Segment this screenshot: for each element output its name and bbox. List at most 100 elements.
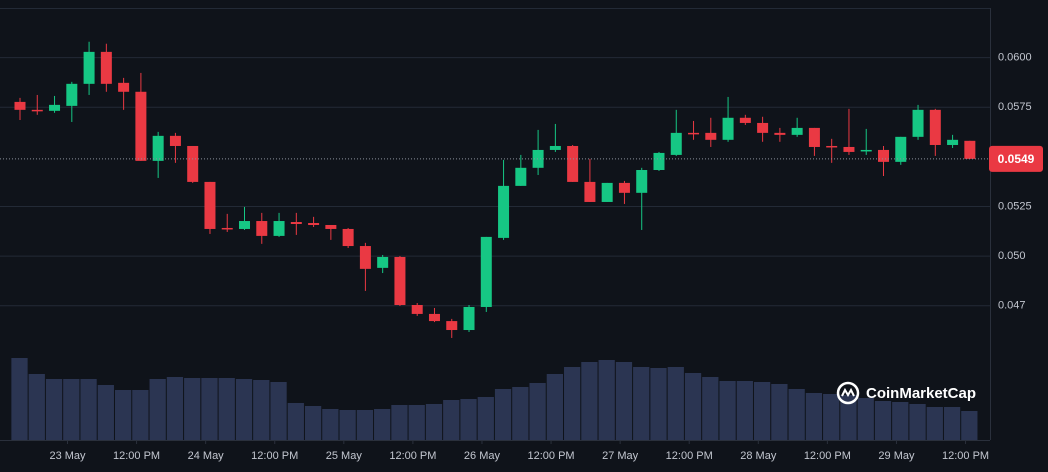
volume-bar bbox=[736, 381, 753, 440]
volume-bar bbox=[391, 405, 408, 440]
x-tick-label: 12:00 PM bbox=[942, 450, 989, 462]
candle-body bbox=[152, 135, 164, 161]
candle-body bbox=[843, 146, 855, 152]
candle-body bbox=[204, 181, 216, 229]
volume-bar bbox=[322, 409, 339, 440]
volume-bar bbox=[477, 397, 494, 440]
candle-body bbox=[325, 224, 337, 229]
candle-body bbox=[463, 306, 475, 331]
volume-bar bbox=[633, 367, 650, 440]
candle-body bbox=[688, 132, 700, 135]
volume-bar bbox=[840, 395, 857, 440]
volume-bar bbox=[874, 401, 892, 440]
candle-body bbox=[359, 246, 371, 269]
volume-bar bbox=[339, 410, 356, 440]
candle-body bbox=[377, 256, 389, 268]
candle-body bbox=[653, 152, 665, 170]
y-tick-label: 0.0600 bbox=[998, 52, 1032, 64]
volume-bar bbox=[132, 390, 149, 440]
volume-bar bbox=[63, 379, 80, 440]
volume-bar bbox=[892, 402, 909, 440]
candle-body bbox=[411, 305, 423, 314]
x-tick-label: 23 May bbox=[49, 450, 86, 462]
x-tick-label: 12:00 PM bbox=[804, 450, 851, 462]
candle-body bbox=[912, 109, 924, 137]
candle-body bbox=[187, 145, 199, 182]
volume-bar bbox=[494, 389, 512, 440]
volume-bar bbox=[408, 405, 425, 440]
candle-body bbox=[670, 132, 682, 155]
volume-bar bbox=[11, 358, 28, 440]
candle-body bbox=[722, 117, 734, 140]
candle-body bbox=[446, 321, 458, 331]
x-tick-label: 12:00 PM bbox=[113, 450, 160, 462]
volume-bar bbox=[356, 410, 374, 440]
x-tick-label: 29 May bbox=[878, 450, 915, 462]
watermark-text: CoinMarketCap bbox=[866, 385, 976, 402]
candle-body bbox=[239, 221, 251, 229]
candle-body bbox=[342, 228, 354, 247]
volume-bar bbox=[374, 409, 391, 440]
candle-body bbox=[584, 181, 596, 202]
volume-bar bbox=[529, 383, 546, 440]
volume-bar bbox=[287, 403, 304, 440]
watermark-logo-mark bbox=[841, 387, 855, 397]
candle-body bbox=[221, 227, 233, 230]
volume-bar bbox=[253, 380, 270, 440]
candle-body bbox=[774, 132, 786, 135]
candle-body bbox=[135, 91, 147, 161]
candle-body bbox=[256, 221, 268, 236]
volume-bar bbox=[667, 367, 684, 440]
x-tick-label: 12:00 PM bbox=[251, 450, 298, 462]
candle-body bbox=[895, 136, 907, 162]
x-tick-label: 28 May bbox=[740, 450, 777, 462]
candle-body bbox=[49, 104, 61, 111]
candle-body bbox=[618, 182, 630, 193]
candle-body bbox=[290, 222, 302, 224]
candle-body bbox=[273, 221, 285, 236]
candle-body bbox=[498, 185, 510, 238]
volume-bar bbox=[857, 398, 874, 440]
candle-body bbox=[118, 82, 130, 92]
volume-bar bbox=[201, 378, 218, 440]
volume-bar bbox=[753, 382, 771, 440]
volume-bar bbox=[443, 400, 460, 440]
candle-body bbox=[515, 167, 527, 186]
volume-bar bbox=[270, 382, 287, 440]
x-tick-label: 12:00 PM bbox=[666, 450, 713, 462]
volume-bar bbox=[788, 389, 805, 440]
volume-bar bbox=[45, 379, 63, 440]
candle-body bbox=[808, 127, 820, 147]
candle-body bbox=[549, 145, 561, 150]
y-tick-label: 0.0575 bbox=[998, 101, 1032, 113]
volume-bar bbox=[80, 379, 97, 440]
last-price-badge bbox=[989, 145, 1043, 172]
volume-bar bbox=[546, 374, 564, 440]
candle-body bbox=[739, 117, 751, 123]
volume-bar bbox=[564, 367, 581, 440]
x-tick-label: 27 May bbox=[602, 450, 639, 462]
volume-bar bbox=[684, 373, 702, 440]
volume-bar bbox=[702, 377, 719, 440]
candle-body bbox=[567, 145, 579, 182]
x-tick-label: 12:00 PM bbox=[389, 450, 436, 462]
watermark-logo bbox=[836, 381, 860, 405]
volume-bar bbox=[823, 394, 840, 440]
candle-body bbox=[66, 83, 78, 106]
volume-bar bbox=[909, 404, 926, 440]
candle-body bbox=[791, 127, 803, 135]
volume-bar bbox=[943, 407, 961, 440]
volume-bar bbox=[512, 387, 529, 440]
volume-bar bbox=[598, 360, 615, 440]
candle-body bbox=[169, 135, 181, 146]
volume-bar bbox=[926, 407, 943, 440]
volume-bar bbox=[961, 411, 978, 440]
candle-body bbox=[100, 51, 112, 84]
volume-bar bbox=[218, 378, 235, 440]
volume-bar bbox=[719, 381, 736, 440]
volume-bar bbox=[460, 399, 477, 440]
volume-bar bbox=[97, 385, 114, 440]
candle-body bbox=[394, 256, 406, 305]
